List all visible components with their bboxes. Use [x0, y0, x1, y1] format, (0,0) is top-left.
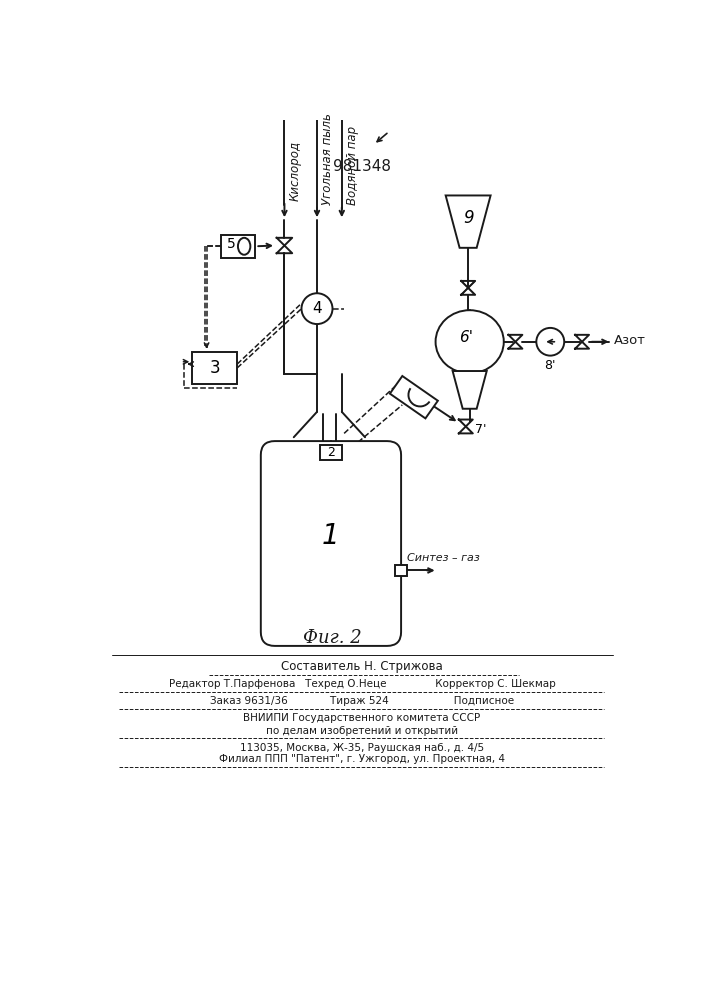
Text: Синтез – газ: Синтез – газ: [407, 553, 480, 563]
Circle shape: [537, 328, 564, 356]
Text: Азот: Азот: [614, 334, 645, 347]
Text: 9: 9: [463, 209, 474, 227]
Text: 6': 6': [459, 330, 473, 345]
Bar: [221, 235, 255, 258]
Text: Фиг. 2: Фиг. 2: [303, 629, 362, 647]
Text: Заказ 9631/36             Тираж 524                    Подписное: Заказ 9631/36 Тираж 524 Подписное: [210, 696, 514, 706]
Ellipse shape: [436, 310, 504, 373]
Polygon shape: [390, 376, 438, 418]
Text: Редактор Т.Парфенова   Техред О.Неце               Корректор С. Шекмар: Редактор Т.Парфенова Техред О.Неце Корре…: [168, 679, 555, 689]
Text: 3: 3: [209, 359, 220, 377]
Text: ВНИИПИ Государственного комитета СССР: ВНИИПИ Государственного комитета СССР: [243, 713, 481, 723]
Text: Кислород: Кислород: [288, 141, 301, 201]
Text: Водяной пар: Водяной пар: [346, 126, 358, 205]
FancyBboxPatch shape: [261, 441, 401, 646]
Ellipse shape: [238, 238, 250, 255]
Text: 8': 8': [544, 359, 556, 372]
Bar: [192, 352, 237, 384]
Bar: [320, 445, 341, 460]
Text: 5: 5: [228, 237, 236, 251]
Text: Составитель Н. Стрижова: Составитель Н. Стрижова: [281, 660, 443, 673]
Text: Филиал ППП "Патент", г. Ужгород, ул. Проектная, 4: Филиал ППП "Патент", г. Ужгород, ул. Про…: [219, 754, 505, 764]
Text: 7': 7': [475, 423, 486, 436]
Polygon shape: [445, 195, 491, 248]
Text: 4: 4: [312, 301, 322, 316]
Circle shape: [301, 293, 332, 324]
Text: 1: 1: [322, 522, 340, 550]
Polygon shape: [452, 371, 486, 409]
Text: 2: 2: [327, 446, 335, 459]
Text: по делам изобретений и открытий: по делам изобретений и открытий: [266, 726, 458, 736]
Text: 113035, Москва, Ж-35, Раушская наб., д. 4/5: 113035, Москва, Ж-35, Раушская наб., д. …: [240, 743, 484, 753]
Text: Угольная пыль: Угольная пыль: [321, 113, 334, 205]
Bar: [395, 565, 407, 576]
Text: 981348: 981348: [333, 159, 391, 174]
